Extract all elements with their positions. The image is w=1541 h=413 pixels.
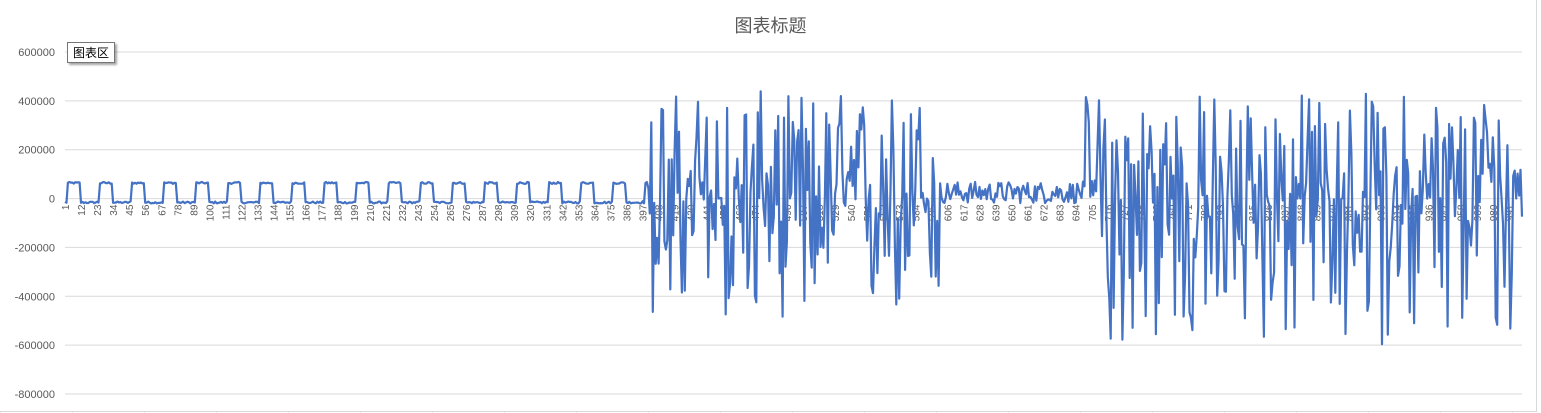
- x-tick-label: 705: [1088, 204, 1099, 221]
- x-tick-label: 155: [286, 204, 297, 221]
- x-tick-label: 100: [205, 204, 216, 221]
- x-tick-label: 364: [590, 204, 601, 221]
- x-tick-label: 243: [414, 204, 425, 221]
- x-tick-label: 232: [398, 204, 409, 221]
- x-tick-label: 639: [991, 204, 1002, 221]
- x-tick-label: 309: [510, 204, 521, 221]
- x-tick-label: 1: [61, 204, 72, 210]
- x-tick-label: 793: [1216, 204, 1227, 221]
- chart-title: 图表标题: [734, 16, 807, 37]
- x-tick-label: 628: [975, 204, 986, 221]
- x-tick-label: 122: [237, 204, 248, 221]
- x-tick-label: 144: [270, 204, 281, 221]
- y-tick-label: -600000: [15, 340, 55, 352]
- x-tick-label: 133: [254, 204, 265, 221]
- x-tick-label: 683: [1056, 204, 1067, 221]
- x-tick-label: 12: [77, 204, 88, 216]
- x-tick-label: 606: [943, 204, 954, 221]
- y-tick-label: -800000: [15, 389, 55, 401]
- x-tick-label: 298: [494, 204, 505, 221]
- x-tick-label: 771: [1184, 204, 1195, 221]
- x-tick-label: 276: [462, 204, 473, 221]
- x-tick-label: 540: [847, 204, 858, 221]
- x-tick-label: 529: [831, 204, 842, 221]
- x-tick-label: 397: [639, 204, 650, 221]
- x-tick-label: 78: [173, 204, 184, 216]
- x-tick-label: 320: [526, 204, 537, 221]
- x-tick-label: 584: [911, 204, 922, 221]
- x-tick-label: 166: [302, 204, 313, 221]
- x-tick-label: 375: [606, 204, 617, 221]
- x-tick-label: 23: [93, 204, 104, 216]
- x-tick-label: 859: [1312, 204, 1323, 221]
- x-tick-label: 188: [334, 204, 345, 221]
- x-tick-label: 419: [671, 204, 682, 221]
- x-tick-label: 353: [574, 204, 585, 221]
- y-tick-label: 600000: [18, 47, 55, 59]
- x-tick-label: 617: [959, 204, 970, 221]
- x-tick-label: 661: [1024, 204, 1035, 221]
- x-tick-label: 386: [623, 204, 634, 221]
- x-tick-label: 881: [1344, 204, 1355, 221]
- x-tick-label: 177: [318, 204, 329, 221]
- x-tick-label: 716: [1104, 204, 1115, 221]
- x-tick-label: 199: [350, 204, 361, 221]
- x-tick-label: 936: [1425, 204, 1436, 221]
- x-tick-label: 67: [157, 204, 168, 216]
- y-tick-label: 0: [49, 194, 55, 206]
- x-tick-label: 650: [1008, 204, 1019, 221]
- x-tick-label: 111: [221, 204, 232, 220]
- y-tick-label: -200000: [15, 242, 55, 254]
- series-line: [64, 90, 1524, 346]
- x-tick-label: 265: [446, 204, 457, 221]
- y-tick-label: 400000: [18, 96, 55, 108]
- chart-area-tooltip: 图表区: [67, 42, 116, 63]
- x-tick-label: 331: [542, 204, 553, 221]
- x-tick-label: 991: [1505, 204, 1516, 221]
- x-tick-label: 672: [1040, 204, 1051, 221]
- x-tick-label: 342: [558, 204, 569, 221]
- x-tick-label: 925: [1409, 204, 1420, 221]
- x-tick-label: 34: [109, 204, 120, 216]
- y-tick-label: 200000: [18, 145, 55, 157]
- y-tick-label: -400000: [15, 291, 55, 303]
- x-tick-label: 45: [125, 204, 136, 216]
- x-tick-label: 496: [783, 204, 794, 221]
- x-tick-label: 221: [382, 204, 393, 221]
- x-tick-label: 210: [366, 204, 377, 221]
- x-tick-label: 694: [1072, 204, 1083, 221]
- x-tick-label: 89: [189, 204, 200, 216]
- x-tick-label: 287: [478, 204, 489, 221]
- x-tick-label: 254: [430, 204, 441, 221]
- x-tick-label: 56: [141, 204, 152, 216]
